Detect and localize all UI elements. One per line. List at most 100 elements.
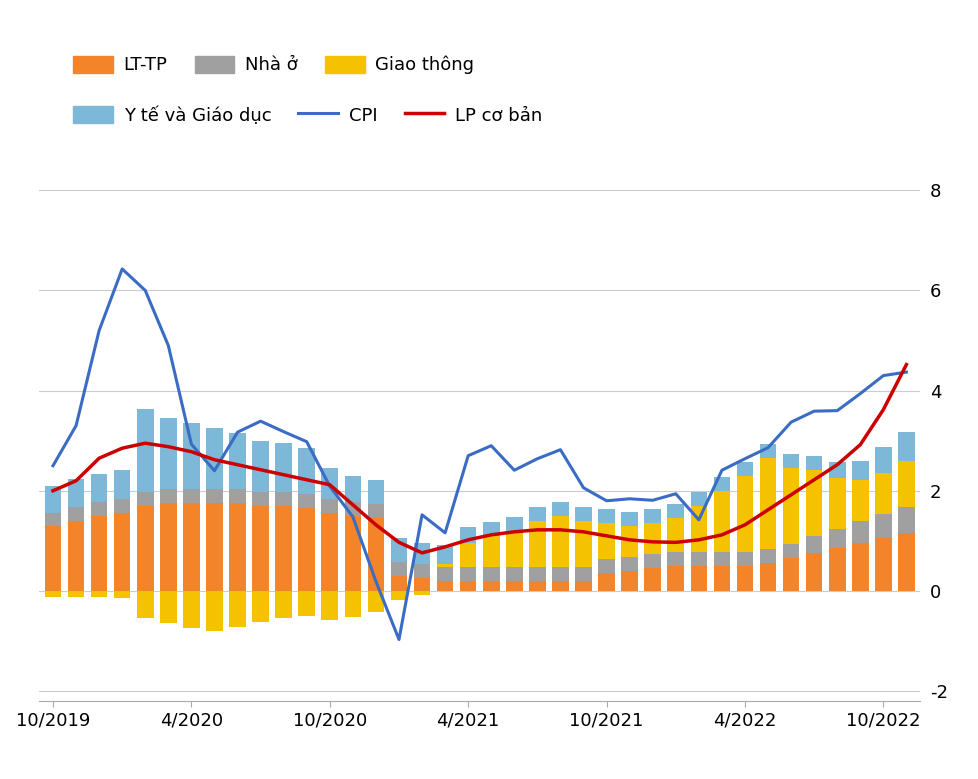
- Bar: [460, 527, 476, 543]
- Bar: [621, 571, 638, 591]
- Bar: [137, 409, 154, 492]
- Bar: [621, 512, 638, 526]
- Bar: [414, 544, 430, 565]
- Bar: [828, 548, 845, 591]
- Bar: [229, 489, 245, 503]
- Legend: Y tế và Giáo dục, CPI, LP cơ bản: Y tế và Giáo dục, CPI, LP cơ bản: [66, 99, 549, 132]
- Bar: [528, 581, 545, 591]
- Bar: [344, 502, 361, 516]
- Bar: [598, 509, 614, 523]
- Bar: [183, 503, 200, 591]
- Bar: [828, 462, 845, 478]
- Bar: [598, 559, 614, 573]
- Bar: [460, 581, 476, 591]
- Bar: [436, 567, 453, 581]
- Bar: [851, 480, 867, 521]
- Bar: [851, 544, 867, 591]
- Bar: [667, 566, 684, 591]
- Bar: [45, 591, 62, 597]
- Bar: [390, 562, 407, 576]
- Bar: [137, 591, 154, 619]
- Bar: [805, 456, 822, 470]
- Bar: [828, 478, 845, 530]
- Bar: [206, 591, 223, 631]
- Bar: [782, 545, 799, 559]
- Bar: [575, 567, 592, 581]
- Bar: [275, 591, 291, 619]
- Bar: [460, 567, 476, 581]
- Bar: [644, 555, 660, 569]
- Bar: [897, 432, 913, 461]
- Bar: [552, 567, 568, 581]
- Bar: [390, 576, 407, 591]
- Bar: [183, 489, 200, 503]
- Bar: [575, 521, 592, 567]
- Bar: [252, 506, 269, 591]
- Bar: [897, 507, 913, 534]
- Bar: [460, 543, 476, 567]
- Bar: [782, 468, 799, 545]
- Bar: [735, 476, 752, 552]
- Bar: [414, 591, 430, 595]
- Bar: [298, 495, 315, 509]
- Bar: [367, 504, 383, 518]
- Bar: [159, 418, 176, 489]
- Bar: [528, 507, 545, 521]
- Bar: [621, 557, 638, 571]
- Bar: [275, 442, 291, 492]
- Bar: [275, 506, 291, 591]
- Bar: [482, 581, 499, 591]
- Bar: [67, 521, 84, 591]
- Bar: [229, 433, 245, 489]
- Bar: [113, 499, 130, 513]
- Bar: [667, 518, 684, 552]
- Bar: [598, 523, 614, 559]
- Bar: [344, 476, 361, 502]
- Bar: [851, 521, 867, 544]
- Bar: [897, 534, 913, 591]
- Bar: [229, 591, 245, 627]
- Bar: [598, 573, 614, 591]
- Bar: [735, 552, 752, 566]
- Bar: [321, 499, 337, 513]
- Bar: [621, 526, 638, 557]
- Bar: [137, 506, 154, 591]
- Bar: [390, 538, 407, 562]
- Bar: [528, 567, 545, 581]
- Bar: [506, 516, 522, 530]
- Bar: [759, 458, 776, 549]
- Bar: [436, 565, 453, 567]
- Bar: [367, 591, 383, 612]
- Bar: [713, 477, 730, 491]
- Bar: [805, 536, 822, 553]
- Bar: [298, 509, 315, 591]
- Bar: [851, 460, 867, 480]
- Bar: [575, 581, 592, 591]
- Bar: [67, 507, 84, 521]
- Bar: [552, 502, 568, 516]
- Bar: [183, 591, 200, 629]
- Bar: [321, 468, 337, 499]
- Bar: [874, 474, 891, 514]
- Bar: [45, 486, 62, 513]
- Bar: [689, 506, 706, 552]
- Bar: [482, 522, 499, 536]
- Bar: [91, 474, 108, 502]
- Bar: [206, 503, 223, 591]
- Bar: [298, 448, 315, 495]
- Bar: [275, 492, 291, 506]
- Bar: [506, 581, 522, 591]
- Bar: [113, 513, 130, 591]
- Bar: [159, 591, 176, 623]
- Bar: [367, 518, 383, 591]
- Bar: [159, 503, 176, 591]
- Bar: [506, 530, 522, 567]
- Bar: [805, 553, 822, 591]
- Bar: [735, 462, 752, 476]
- Bar: [344, 516, 361, 591]
- Bar: [874, 514, 891, 538]
- Bar: [229, 503, 245, 591]
- Bar: [713, 491, 730, 552]
- Bar: [113, 591, 130, 598]
- Bar: [482, 536, 499, 567]
